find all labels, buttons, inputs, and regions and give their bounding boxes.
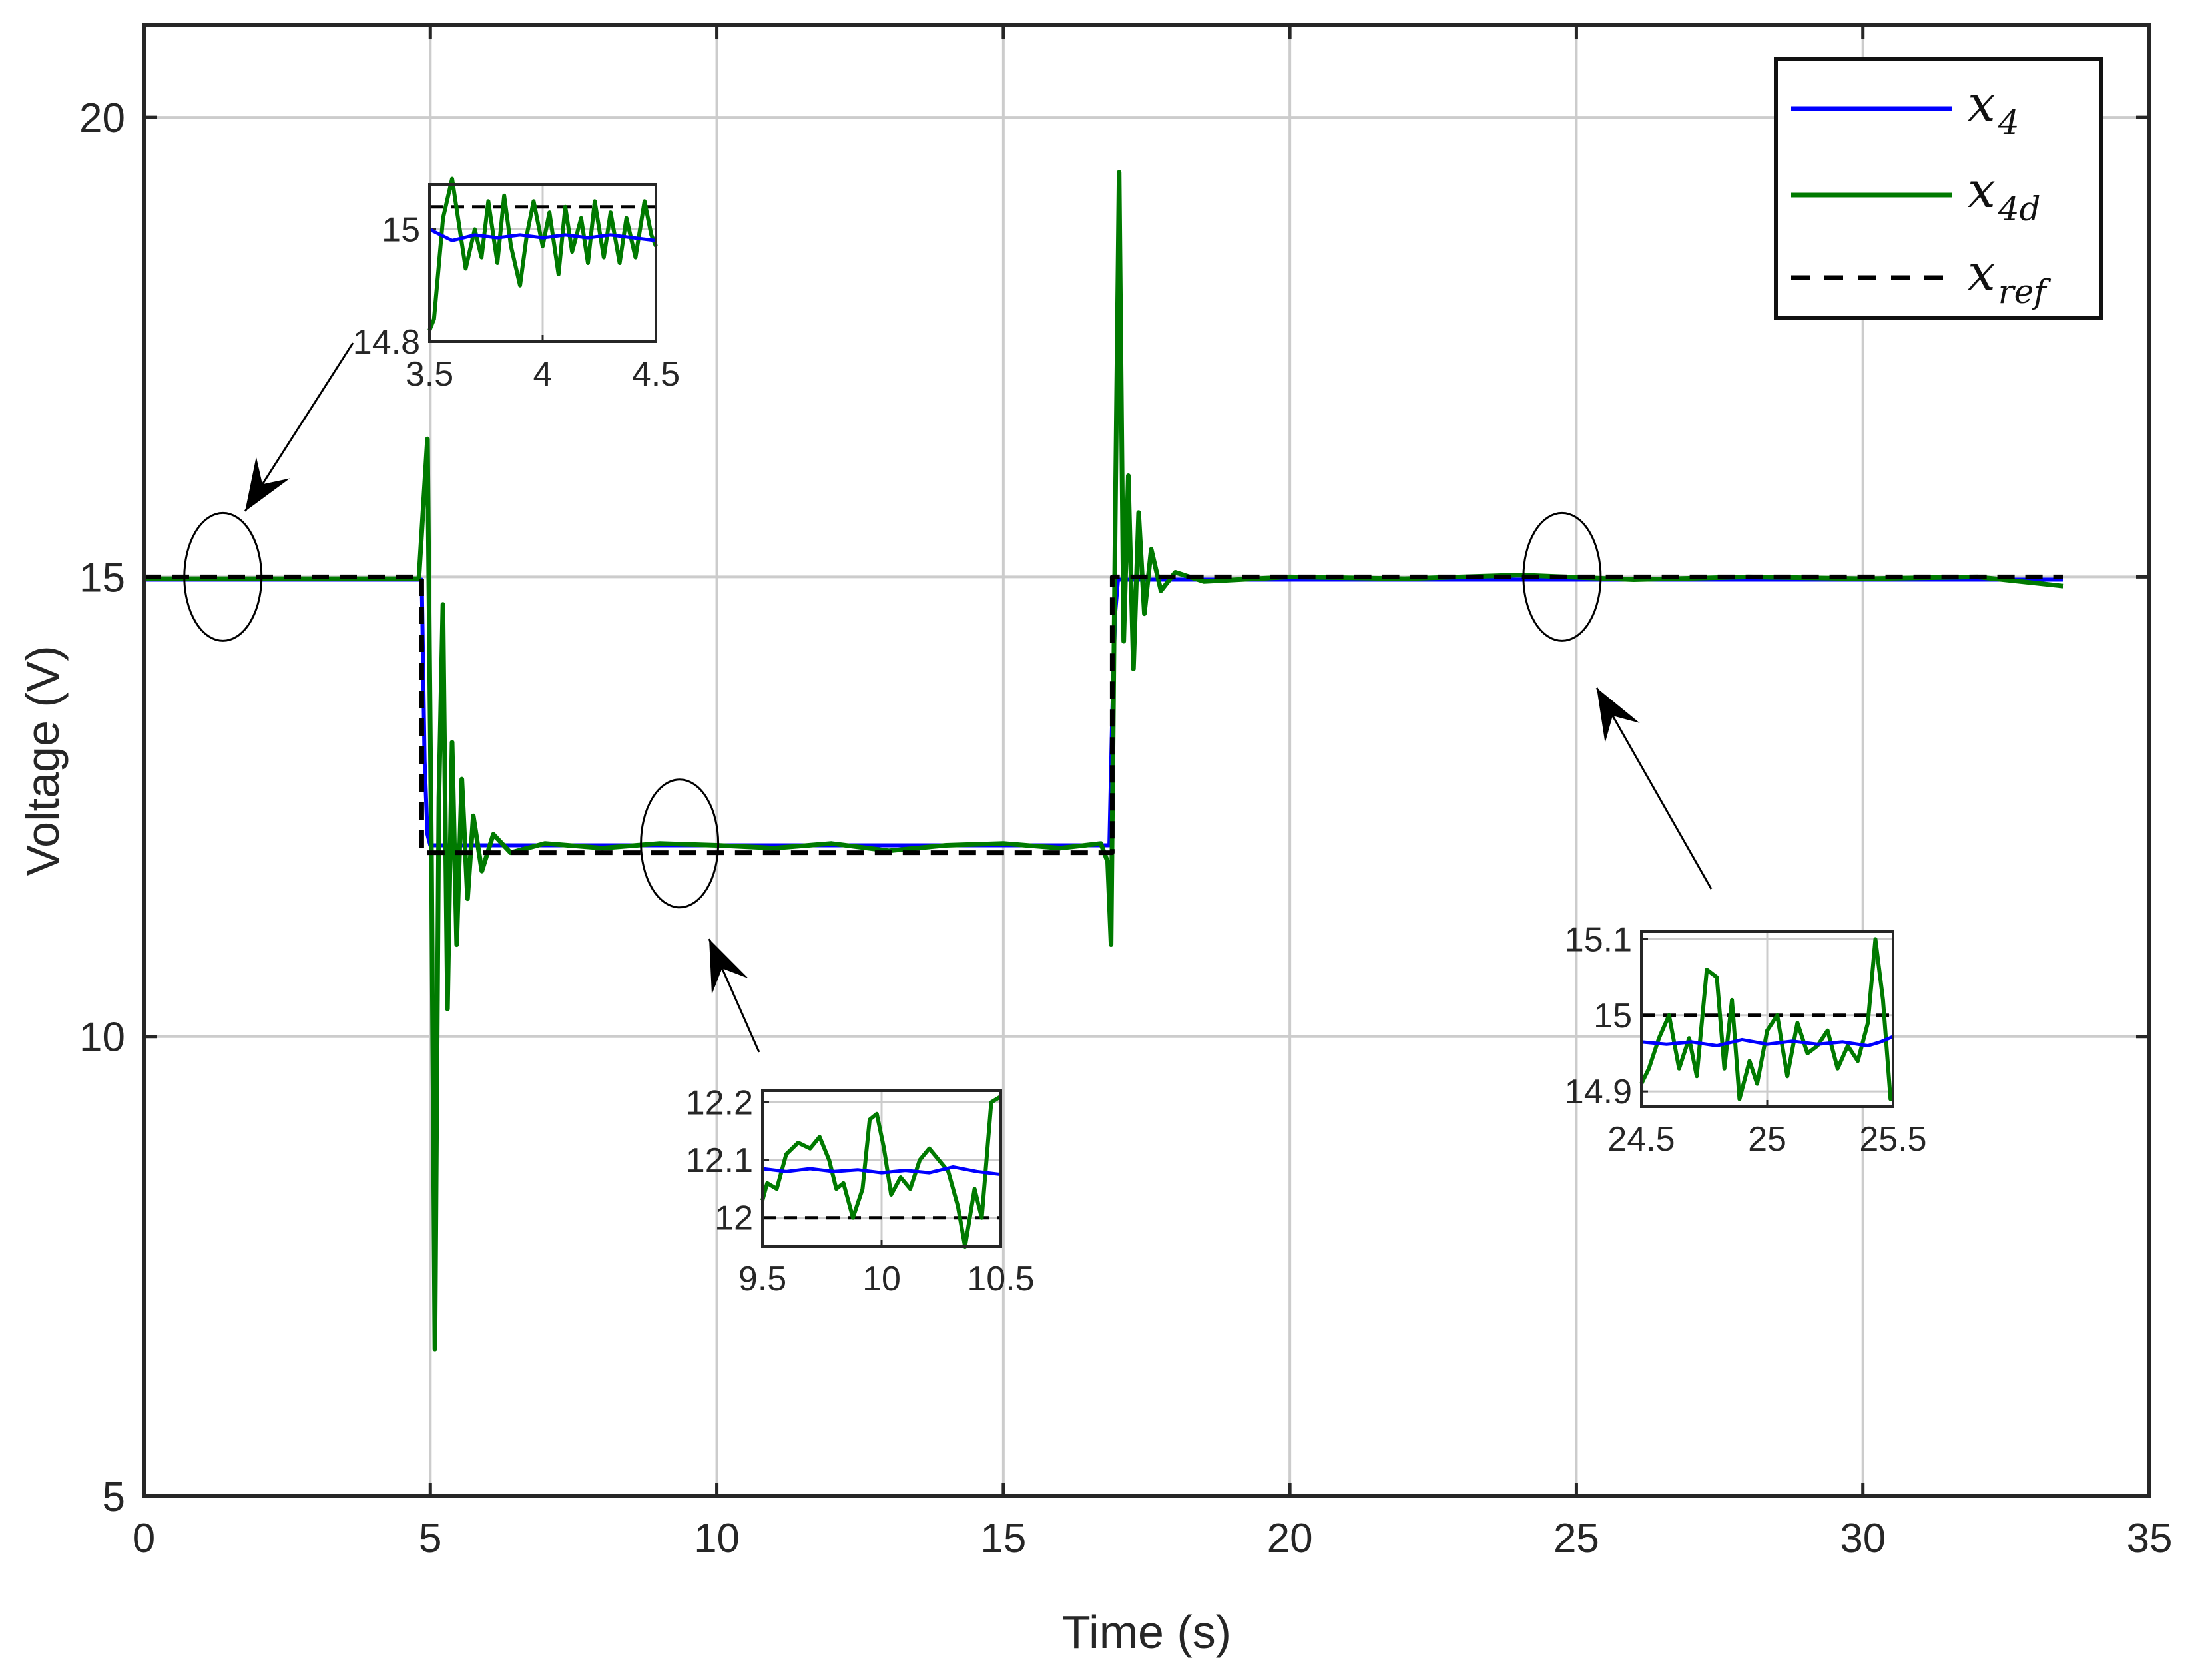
- y-tick-label: 15: [79, 555, 125, 601]
- inset-series-x4: [1641, 1035, 1894, 1047]
- series-line-x4d: [144, 170, 2064, 1352]
- legend-label-xref: xref: [1968, 244, 2051, 311]
- legend-symbol: x: [1968, 162, 1996, 219]
- zoom-ellipse: [183, 511, 263, 642]
- inset-x-tick-label: 10.5: [967, 1260, 1034, 1298]
- x-tick-label: 0: [133, 1516, 155, 1561]
- inset-series-x4d: [427, 176, 658, 332]
- legend-subscript: ref: [1998, 272, 2051, 311]
- x-tick-label: 5: [419, 1516, 441, 1561]
- inset-x-tick-label: 25.5: [1859, 1120, 1926, 1159]
- x-tick-label: 35: [2127, 1516, 2173, 1561]
- x-tick-label: 30: [1840, 1516, 1886, 1561]
- inset-y-tick-label: 12.1: [686, 1141, 753, 1180]
- inset-x-tick-label: 4.5: [632, 355, 680, 394]
- inset-series-x4: [762, 1165, 1001, 1177]
- plot-frame: [142, 23, 2151, 1498]
- zoom-arrow-line: [1595, 687, 1713, 890]
- series-line-xref: [144, 574, 2063, 856]
- inset-x-tick-label: 4: [533, 355, 553, 394]
- inset-series-x4d: [760, 1095, 1002, 1249]
- legend-subscript: 4d: [1998, 190, 2041, 228]
- zoom-ellipse: [1522, 511, 1602, 642]
- y-tick-label: 5: [103, 1474, 125, 1520]
- x-tick-label: 25: [1553, 1516, 1599, 1561]
- y-axis-title: Voltage (V): [17, 645, 69, 876]
- inset-y-tick-label: 15.1: [1565, 920, 1632, 959]
- zoom-arrow-head: [709, 939, 748, 995]
- inset-frame: [761, 1089, 1002, 1248]
- y-tick-label: 10: [79, 1015, 125, 1061]
- inset-series-x4d: [1639, 937, 1893, 1101]
- inset-x-tick-label: 9.5: [738, 1260, 786, 1298]
- zoom-annotations: [183, 342, 1713, 1053]
- legend-label-x4d: x4d: [1968, 162, 2041, 228]
- inset-plot-1: 3.5 4 4.5 14.8 15: [353, 176, 680, 394]
- inset-x-tick-label: 3.5: [406, 355, 453, 394]
- inset-plots: 3.5 4 4.5 14.8 15 9.5 10 10.5 12 12.1 12.2 24.5 25 25…: [353, 176, 1927, 1298]
- inset-y-tick-label: 12.2: [686, 1083, 753, 1122]
- x-tick-label: 10: [694, 1516, 740, 1561]
- inset-frame: [1640, 930, 1894, 1108]
- x-axis-title: Time (s): [1062, 1606, 1231, 1658]
- inset-y-tick-label: 15: [1593, 997, 1632, 1035]
- inset-plot-3: 24.5 25 25.5 14.9 15 15.1: [1565, 920, 1927, 1159]
- inset-y-tick-label: 12: [714, 1199, 753, 1238]
- inset-y-tick-label: 14.8: [353, 323, 420, 362]
- inset-series-x4: [428, 228, 657, 242]
- zoom-arrow-line: [244, 342, 354, 512]
- zoom-arrow-head: [245, 457, 290, 511]
- zoom-arrow-head: [1597, 688, 1640, 743]
- legend-label-x4: x4: [1968, 75, 2020, 142]
- y-tick-label: 20: [79, 95, 125, 141]
- inset-x-tick-label: 24.5: [1607, 1120, 1675, 1159]
- legend-symbol: x: [1968, 75, 1996, 133]
- inset-x-tick-label: 25: [1748, 1120, 1786, 1159]
- inset-x-tick-label: 10: [862, 1260, 901, 1298]
- inset-y-tick-label: 14.9: [1565, 1073, 1632, 1111]
- x-tick-label: 15: [980, 1516, 1026, 1561]
- legend-symbol: x: [1968, 244, 1996, 302]
- x-tick-label: 20: [1267, 1516, 1313, 1561]
- inset-plot-2: 9.5 10 10.5 12 12.1 12.2: [686, 1083, 1035, 1298]
- inset-y-tick-label: 15: [382, 210, 420, 249]
- inset-frame: [428, 183, 657, 343]
- zoom-ellipse: [640, 778, 720, 909]
- legend-box: [1774, 57, 2103, 320]
- legend-subscript: 4: [1998, 103, 2020, 142]
